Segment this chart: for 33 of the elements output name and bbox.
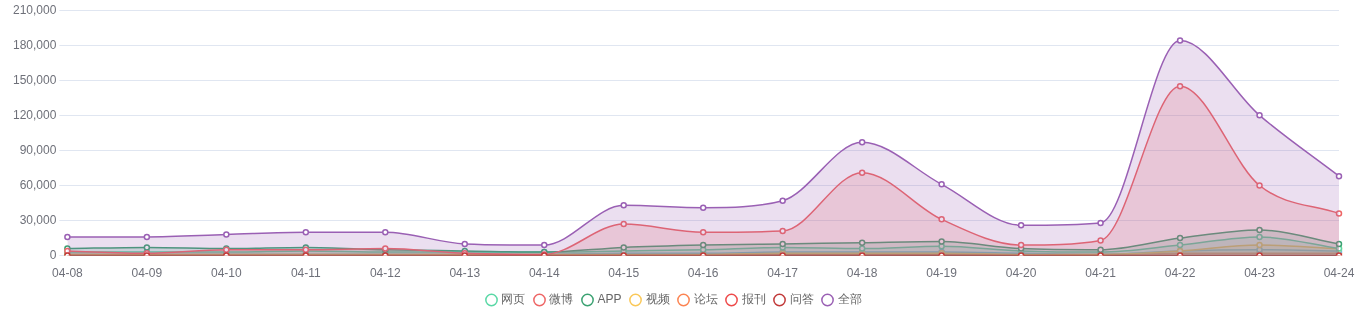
y-tick-label: 60,000 (19, 177, 57, 192)
x-tick-label: 04-24 (1323, 266, 1355, 281)
x-tick-label: 04-23 (1244, 266, 1276, 281)
x-tick-label: 04-14 (528, 266, 560, 281)
y-tick-label: 30,000 (19, 212, 57, 227)
x-tick-label: 04-10 (210, 266, 242, 281)
y-tick-label: 120,000 (12, 107, 57, 122)
y-tick-label: 210,000 (12, 2, 57, 17)
legend-label: APP (597, 292, 622, 307)
y-tick-label: 0 (49, 247, 57, 262)
legend-label: 论坛 (693, 292, 718, 307)
y-tick-label: 180,000 (12, 37, 57, 52)
x-tick-label: 04-18 (846, 266, 878, 281)
legend-label: 网页 (501, 292, 526, 307)
x-tick-label: 04-11 (290, 266, 322, 281)
legend-label: 视频 (645, 292, 670, 307)
y-tick-label: 150,000 (12, 72, 57, 87)
legend-label: 微博 (549, 292, 574, 307)
x-tick-label: 04-15 (608, 266, 640, 281)
x-tick-label: 04-17 (767, 266, 799, 281)
x-tick-label: 04-16 (687, 266, 719, 281)
x-tick-label: 04-19 (926, 266, 958, 281)
x-tick-label: 04-21 (1085, 266, 1117, 281)
x-tick-label: 04-20 (1005, 266, 1037, 281)
x-tick-label: 04-13 (449, 266, 481, 281)
x-tick-label: 04-22 (1164, 266, 1196, 281)
y-tick-label: 90,000 (19, 142, 57, 157)
legend-label: 报刊 (740, 292, 766, 307)
x-tick-label: 04-08 (52, 266, 84, 281)
x-tick-label: 04-09 (131, 266, 163, 281)
legend-label: 全部 (837, 292, 862, 307)
legend-label: 问答 (789, 292, 814, 307)
x-tick-label: 04-12 (369, 266, 401, 281)
